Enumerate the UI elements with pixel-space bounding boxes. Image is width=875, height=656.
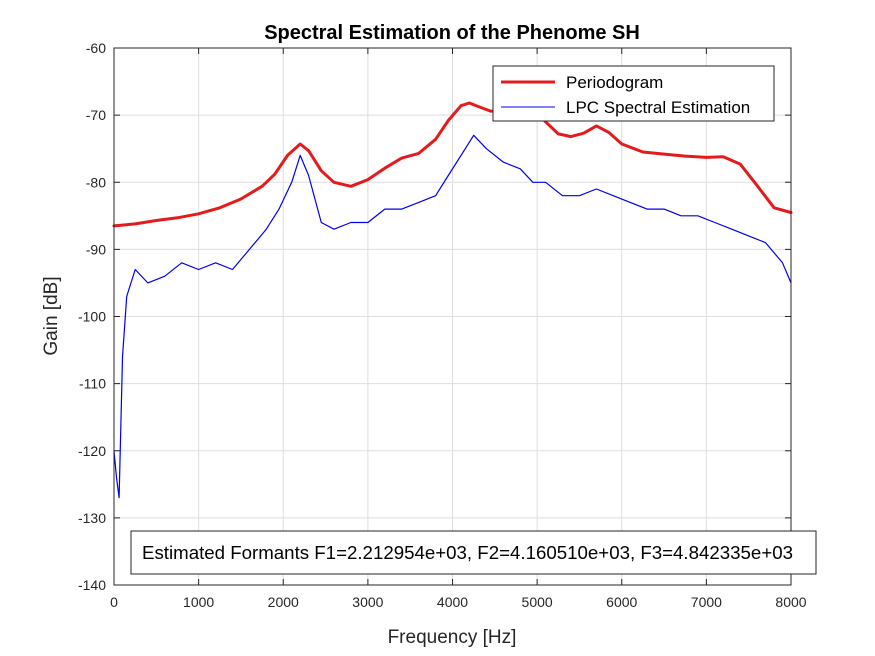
series-layer — [112, 101, 793, 499]
y-tick-label: -110 — [79, 376, 106, 392]
y-tick-label: -120 — [78, 443, 106, 459]
y-tick-label: -90 — [86, 241, 106, 257]
y-tick-label: -70 — [86, 107, 106, 123]
x-tick-label: 1000 — [183, 594, 214, 610]
x-tick-label: 3000 — [352, 594, 383, 610]
y-tick-label: -60 — [86, 40, 106, 56]
ticks: 0 1000 2000 3000 4000 5000 6000 7000 8000 -60 -70 -… — [78, 40, 807, 610]
series-periodogram-line — [112, 101, 793, 228]
x-tick-label: 6000 — [606, 594, 637, 610]
x-axis-label: Frequency [Hz] — [388, 627, 517, 648]
annotation-text: Estimated Formants F1=2.212954e+03, F2=4… — [142, 543, 793, 563]
x-tick-label: 8000 — [775, 594, 806, 610]
y-tick-label: -130 — [78, 510, 106, 526]
legend-label-lpc: LPC Spectral Estimation — [566, 98, 750, 117]
x-tick-label: 2000 — [268, 594, 299, 610]
x-tick-label: 0 — [110, 594, 118, 610]
legend: Periodogram LPC Spectral Estimation — [492, 65, 775, 122]
series-lpc-line — [113, 134, 792, 499]
x-tick-label: 7000 — [691, 594, 722, 610]
chart-title: Spectral Estimation of the Phenome SH — [264, 22, 640, 44]
y-tick-label: -100 — [78, 309, 106, 325]
legend-box — [492, 65, 775, 122]
y-tick-label: -80 — [86, 174, 106, 190]
annotation: Estimated Formants F1=2.212954e+03, F2=4… — [130, 530, 817, 575]
x-tick-label: 5000 — [522, 594, 553, 610]
y-axis-label: Gain [dB] — [41, 276, 62, 355]
legend-label-periodogram: Periodogram — [566, 73, 663, 92]
y-tick-label: -140 — [78, 577, 106, 593]
x-tick-label: 4000 — [437, 594, 468, 610]
annotation-box — [130, 530, 817, 575]
